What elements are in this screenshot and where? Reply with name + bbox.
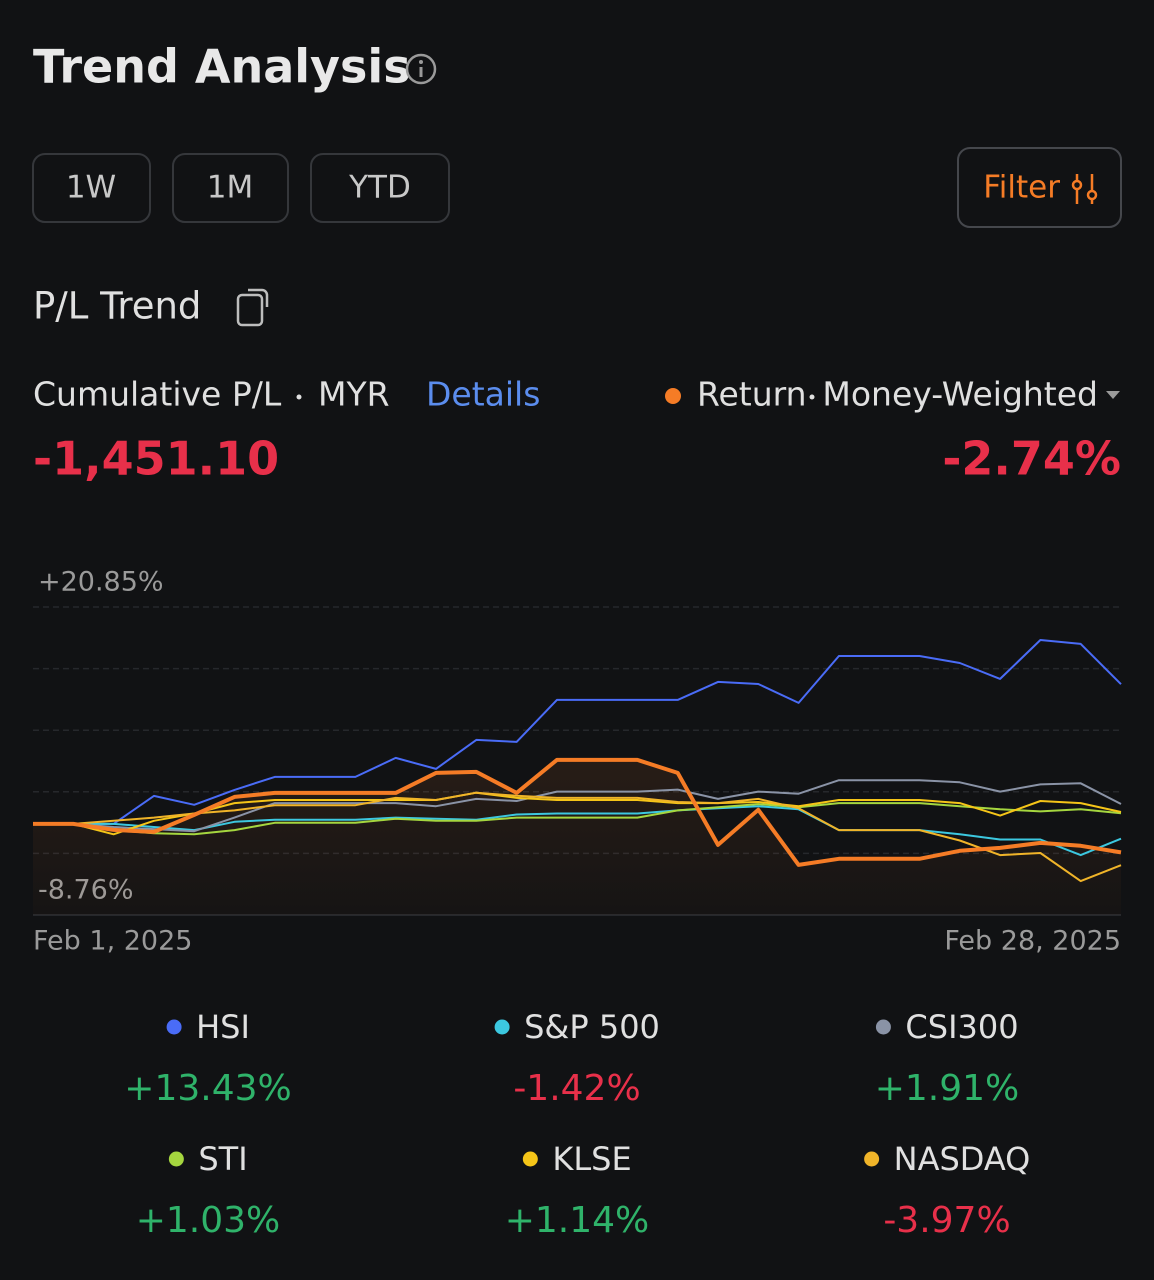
- series-line: [33, 791, 1122, 883]
- legend-item[interactable]: CSI300 +1.91%: [875, 1008, 1020, 1109]
- legend-name: NASDAQ: [894, 1140, 1031, 1178]
- legend-change: -3.97%: [883, 1200, 1010, 1241]
- legend-item[interactable]: HSI +13.43%: [124, 1008, 291, 1109]
- series-line: [33, 802, 1122, 836]
- title: Trend Analysis: [33, 40, 411, 94]
- separator-dot: [296, 394, 302, 400]
- return-value: -2.74%: [942, 432, 1121, 486]
- x-tick-label: Feb 1, 2025: [33, 926, 192, 957]
- series-line: [33, 805, 1122, 857]
- legend-change: -1.42%: [513, 1068, 640, 1109]
- legend-dot: [864, 1151, 880, 1167]
- share-icon[interactable]: [236, 288, 269, 327]
- legend-name: CSI300: [905, 1008, 1018, 1046]
- legend-item[interactable]: S&P 500 -1.42%: [494, 1008, 660, 1109]
- period-label: 1M: [207, 170, 253, 206]
- series-line: [33, 779, 1122, 833]
- return-area: [33, 759, 1121, 915]
- legend-name: S&P 500: [524, 1008, 660, 1046]
- legend-change: +1.91%: [875, 1068, 1020, 1109]
- legend-name: HSI: [196, 1008, 250, 1046]
- dropdown-arrow: [1106, 391, 1120, 399]
- currency: MYR: [318, 375, 390, 414]
- legend-item[interactable]: KLSE +1.14%: [505, 1140, 650, 1241]
- series-line: [33, 791, 1122, 836]
- legend-change: +1.03%: [136, 1200, 281, 1241]
- legend-item[interactable]: STI +1.03%: [136, 1140, 281, 1241]
- separator-dot: [809, 394, 815, 400]
- info-icon[interactable]: [405, 53, 437, 85]
- series-line: [33, 639, 1122, 825]
- period-1w[interactable]: 1W: [32, 153, 151, 223]
- legend-dot: [875, 1019, 891, 1035]
- cumulative-value: -1,451.10: [33, 432, 279, 486]
- period-ytd[interactable]: YTD: [310, 153, 450, 223]
- legend-change: +1.14%: [505, 1200, 650, 1241]
- return-selector[interactable]: Return Money-Weighted: [665, 375, 1120, 414]
- legend-dot: [166, 1019, 182, 1035]
- filter-icon: [1071, 174, 1098, 204]
- legend-name: STI: [198, 1140, 247, 1178]
- legend-dot: [168, 1151, 184, 1167]
- period-label: YTD: [348, 170, 411, 206]
- return-method: Money-Weighted: [822, 375, 1098, 414]
- legend-change: +13.43%: [124, 1068, 291, 1109]
- return-dot: [665, 388, 681, 404]
- legend-item[interactable]: NASDAQ -3.97%: [864, 1140, 1030, 1241]
- x-tick-label: Feb 28, 2025: [944, 926, 1121, 957]
- legend-name: KLSE: [552, 1140, 631, 1178]
- return-name: Return: [697, 375, 807, 414]
- period-1m[interactable]: 1M: [172, 153, 289, 223]
- series-line: [33, 757, 1122, 867]
- period-label: 1W: [66, 170, 116, 206]
- legend-dot: [494, 1019, 510, 1035]
- section-title: P/L Trend: [33, 285, 201, 328]
- legend-dot: [522, 1151, 538, 1167]
- details-link[interactable]: Details: [426, 375, 540, 414]
- cumulative-label: Cumulative P/L: [33, 375, 282, 414]
- y-tick-label: +20.85%: [38, 567, 164, 598]
- filter-button[interactable]: Filter: [957, 147, 1122, 228]
- filter-label: Filter: [983, 170, 1060, 206]
